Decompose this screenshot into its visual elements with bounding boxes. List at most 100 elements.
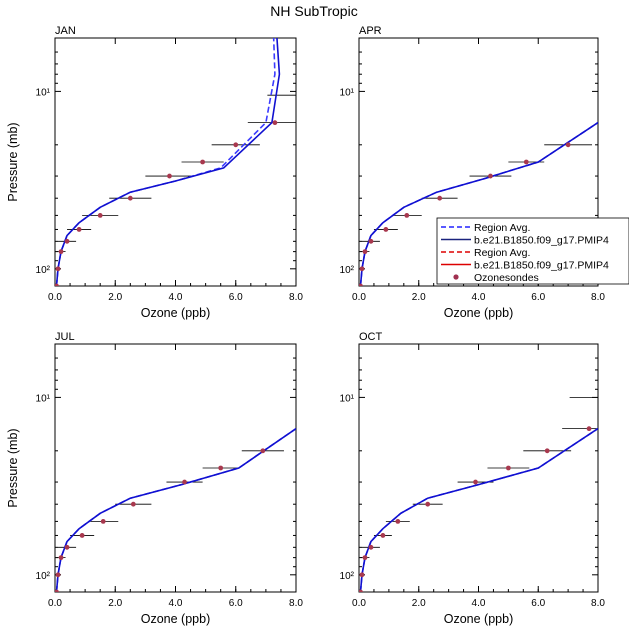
sonde-marker [55,266,61,272]
sonde-marker [362,555,368,561]
x-tick-label: 8.0 [591,598,605,609]
sonde-marker [437,195,443,201]
sonde-marker [64,544,70,550]
legend-label: Region Avg. [474,222,530,234]
sonde-marker [127,195,133,201]
x-axis-label: Ozone (ppb) [444,306,513,320]
legend-marker [453,274,459,280]
plot-frame [54,343,297,593]
sonde-marker [55,589,59,592]
sonde-marker [76,227,82,232]
panel-title: APR [359,25,382,37]
x-tick-label: 2.0 [108,598,122,609]
plot-area [359,121,598,286]
sonde-marker [58,249,64,255]
sonde-marker [130,501,136,507]
panel-jul: JUL 0.0 2.0 4.0 6.0 8.0 10¹ 10² Ozone (ppb) Press… [6,331,303,626]
figure-title: NH SubTropic [270,3,357,19]
sonde-marker [488,173,493,179]
x-tick-label: 0.0 [48,598,62,609]
y-tick-label: 10¹ [36,393,51,404]
sonde-marker [359,572,365,578]
plot-area [359,397,598,592]
sonde-marker [383,227,389,232]
panel-apr: APR 0.0 2.0 4.0 6.0 8.0 10¹ 10² Ozone (ppb) [340,25,606,320]
legend: Region Avg.b.e21.B1850.f09_g17.PMIP4Regi… [436,217,629,285]
sonde-marker [425,501,431,507]
sonde-marker [404,213,410,218]
sonde-marker [380,533,386,538]
sonde-marker [79,533,85,538]
sonde-marker [544,448,550,454]
x-tick-label: 4.0 [472,598,486,609]
x-tick-label: 8.0 [289,598,303,609]
sonde-marker [55,572,61,578]
legend-label: Region Avg. [474,247,530,259]
sonde-marker [523,159,529,165]
sonde-marker [473,479,478,485]
y-tick-label: 10¹ [36,87,51,98]
sonde-marker [565,142,571,148]
x-tick-label: 4.0 [169,292,183,303]
x-axis-label: Ozone (ppb) [141,306,210,320]
y-tick-label: 10¹ [340,393,355,404]
plot-frame [358,343,599,593]
panel-title: OCT [359,331,383,343]
region-avg-line [55,38,276,286]
plot-area [55,427,296,592]
sonde-marker [55,283,59,286]
x-tick-label: 0.0 [48,292,62,303]
model-line [359,121,598,286]
plot-area [55,38,296,286]
sonde-marker [182,479,187,485]
plot-frame [54,37,297,287]
x-tick-label: 6.0 [229,292,243,303]
sonde-marker [58,555,64,561]
sonde-marker [359,266,365,272]
x-axis-label: Ozone (ppb) [444,612,513,626]
sonde-marker [272,120,278,126]
x-tick-label: 6.0 [229,598,243,609]
y-axis-label: Pressure (mb) [6,122,20,201]
y-tick-label: 10¹ [340,87,355,98]
sonde-marker [362,249,368,255]
x-tick-label: 8.0 [591,292,605,303]
x-tick-label: 8.0 [289,292,303,303]
legend-box [436,217,629,285]
panel-title: JUL [55,331,75,343]
sonde-marker [359,283,363,286]
panel-oct: OCT 0.0 2.0 4.0 6.0 8.0 10¹ 10² Ozone (ppb) [340,331,606,626]
sonde-marker [218,465,224,471]
x-tick-label: 2.0 [412,598,426,609]
sonde-marker [167,173,172,179]
x-tick-label: 4.0 [169,598,183,609]
model-line [55,38,281,286]
sonde-marker [359,589,363,592]
legend-label: Ozonesondes [474,272,539,284]
panel-jan: JAN 0.0 2.0 4.0 6.0 8.0 10¹ 10² Ozone (ppb) Press… [6,25,303,320]
sonde-marker [260,448,266,454]
sonde-marker [368,544,374,550]
x-tick-label: 2.0 [412,292,426,303]
sonde-marker [368,238,374,244]
sonde-marker [97,213,103,218]
sonde-marker [100,519,106,524]
x-tick-label: 2.0 [108,292,122,303]
panel-title: JAN [55,25,76,37]
x-tick-label: 0.0 [352,598,366,609]
y-tick-label: 10² [340,571,355,582]
region-avg-line [359,427,598,592]
sonde-marker [64,238,70,244]
y-tick-label: 10² [340,265,355,276]
sonde-marker [200,159,206,165]
x-tick-label: 6.0 [531,292,545,303]
x-tick-label: 4.0 [472,292,486,303]
legend-label: b.e21.B1850.f09_g17.PMIP4 [474,235,609,247]
sonde-marker [233,142,239,148]
y-axis-label: Pressure (mb) [6,428,20,507]
sonde-marker [395,519,401,524]
sonde-marker [505,465,511,471]
y-tick-label: 10² [36,571,51,582]
y-tick-label: 10² [36,265,51,276]
